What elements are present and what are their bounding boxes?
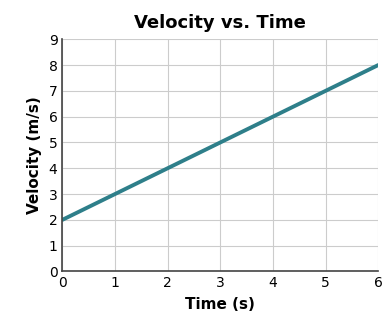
X-axis label: Time (s): Time (s) [185,297,255,312]
Y-axis label: Velocity (m/s): Velocity (m/s) [27,96,42,214]
Title: Velocity vs. Time: Velocity vs. Time [135,14,306,32]
